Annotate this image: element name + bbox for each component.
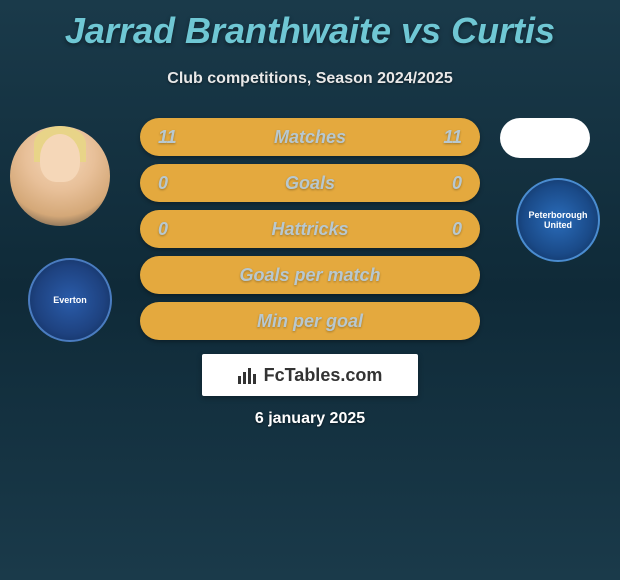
brand-text: FcTables.com bbox=[264, 365, 383, 386]
stat-row-goals: 0 Goals 0 bbox=[140, 164, 480, 202]
page-subtitle: Club competitions, Season 2024/2025 bbox=[0, 70, 620, 88]
stat-row-goals-per-match: Goals per match bbox=[140, 256, 480, 294]
avatar-head bbox=[40, 134, 80, 182]
stat-label: Min per goal bbox=[257, 311, 363, 332]
club-badge-right-label: Peterborough United bbox=[518, 180, 598, 260]
stat-right-value: 0 bbox=[452, 173, 462, 194]
bar-chart-icon bbox=[238, 366, 258, 384]
stat-row-min-per-goal: Min per goal bbox=[140, 302, 480, 340]
stat-label: Hattricks bbox=[271, 219, 348, 240]
stats-container: 11 Matches 11 0 Goals 0 0 Hattricks 0 Go… bbox=[140, 118, 480, 348]
stat-left-value: 0 bbox=[158, 173, 168, 194]
brand-link[interactable]: FcTables.com bbox=[202, 354, 418, 396]
stat-label: Goals per match bbox=[239, 265, 380, 286]
player-left-photo bbox=[10, 126, 110, 226]
stat-row-hattricks: 0 Hattricks 0 bbox=[140, 210, 480, 248]
stat-label: Goals bbox=[285, 173, 335, 194]
stat-left-value: 0 bbox=[158, 219, 168, 240]
club-badge-left-label: Everton bbox=[30, 260, 110, 340]
page-title: Jarrad Branthwaite vs Curtis bbox=[0, 0, 620, 52]
club-badge-right: Peterborough United bbox=[516, 178, 600, 262]
stat-label: Matches bbox=[274, 127, 346, 148]
stat-right-value: 11 bbox=[443, 127, 462, 148]
player-right-photo bbox=[500, 118, 590, 158]
stat-row-matches: 11 Matches 11 bbox=[140, 118, 480, 156]
stat-left-value: 11 bbox=[158, 127, 177, 148]
footer-date: 6 january 2025 bbox=[0, 410, 620, 428]
club-badge-left: Everton bbox=[28, 258, 112, 342]
stat-right-value: 0 bbox=[452, 219, 462, 240]
